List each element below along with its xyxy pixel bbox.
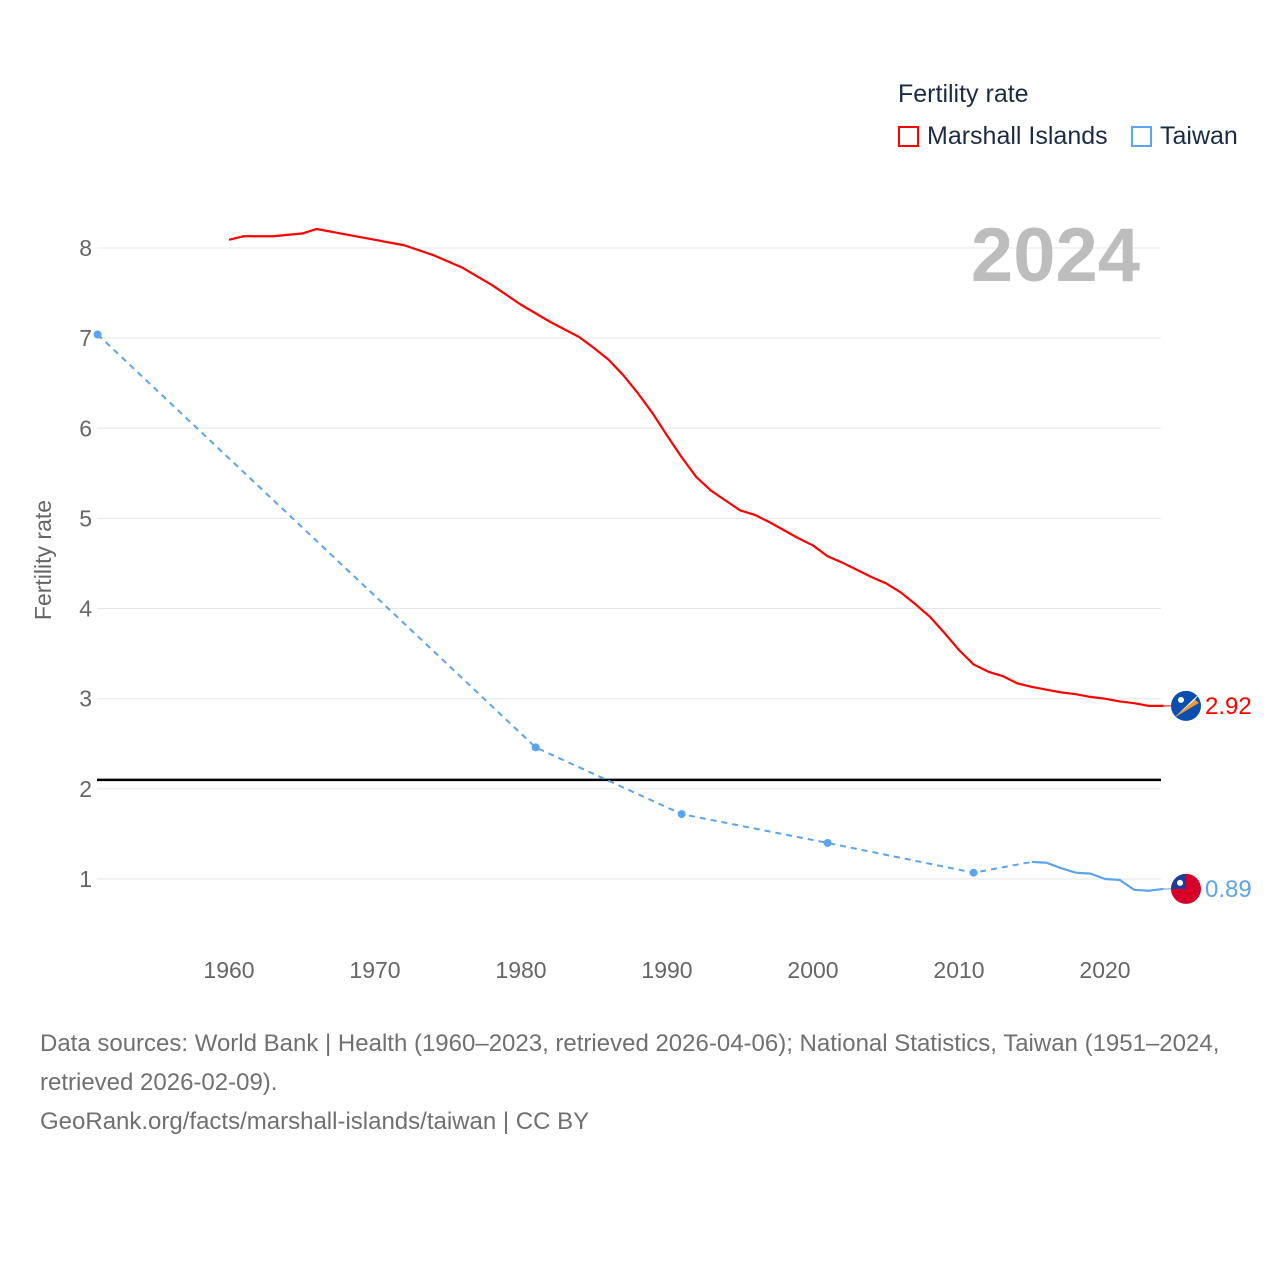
- end-value-label-taiwan: 0.89: [1205, 876, 1252, 903]
- data-point-taiwan: [823, 838, 832, 847]
- flag-stripe-orange: [1174, 699, 1199, 718]
- y-tick-label: 5: [79, 505, 92, 531]
- flag-sun: [1177, 879, 1183, 886]
- footer: Data sources: World Bank | Health (1960–…: [40, 1024, 1250, 1141]
- y-tick-label: 8: [79, 235, 92, 261]
- flag-star: [1178, 696, 1184, 703]
- year-label: 2024: [970, 213, 1140, 298]
- legend-swatch-marshall-islands: [898, 126, 919, 147]
- data-point-taiwan: [677, 810, 686, 819]
- credit-link[interactable]: GeoRank.org/facts/marshall-islands/taiwa…: [40, 1108, 590, 1135]
- x-tick-label: 2010: [933, 957, 984, 983]
- y-tick-label: 1: [79, 866, 92, 892]
- y-tick-label: 4: [79, 596, 92, 622]
- series-line-taiwan: [1031, 860, 1164, 892]
- legend-label: Marshall Islands: [927, 122, 1108, 150]
- x-tick-label: 1960: [203, 957, 254, 983]
- x-tick-label: 2000: [787, 957, 838, 983]
- legend-label: Taiwan: [1160, 122, 1238, 150]
- data-sources: Data sources: World Bank | Health (1960–…: [40, 1030, 1220, 1096]
- end-value-label-marshall-islands: 2.92: [1205, 693, 1252, 720]
- x-tick-label: 1980: [495, 957, 546, 983]
- x-tick-label: 2020: [1079, 957, 1130, 983]
- y-axis-label: Fertility rate: [30, 500, 56, 620]
- data-point-taiwan: [93, 330, 102, 339]
- series-dashed-line-taiwan: [96, 333, 1033, 874]
- legend-swatch-taiwan: [1131, 126, 1152, 147]
- marshall-islands-flag-icon: [1171, 690, 1201, 721]
- y-tick-label: 6: [79, 415, 92, 441]
- data-point-taiwan: [531, 743, 540, 752]
- legend-item-taiwan[interactable]: Taiwan: [1131, 122, 1238, 151]
- x-tick-label: 1990: [641, 957, 692, 983]
- legend-title: Fertility rate: [898, 80, 1029, 108]
- series-line-marshall-islands: [228, 227, 1164, 708]
- data-point-taiwan: [969, 868, 978, 877]
- y-tick-label: 7: [79, 325, 92, 351]
- legend-item-marshall-islands[interactable]: Marshall Islands: [898, 122, 1108, 151]
- y-tick-label: 3: [79, 686, 92, 712]
- flag-stripe-white: [1174, 693, 1199, 718]
- x-tick-label: 1970: [349, 957, 400, 983]
- y-tick-label: 2: [79, 776, 92, 802]
